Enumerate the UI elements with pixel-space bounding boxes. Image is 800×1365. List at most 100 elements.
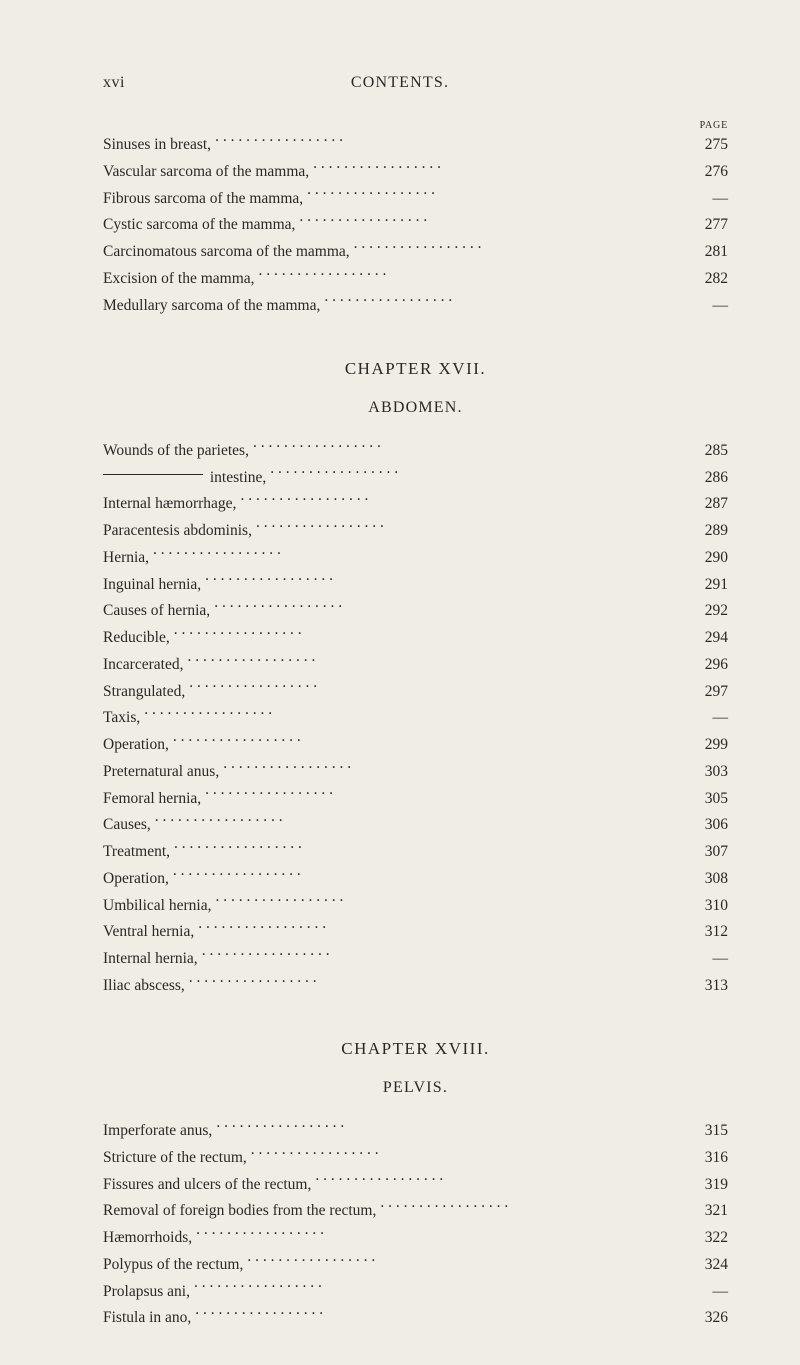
toc-page-number: — (692, 1280, 728, 1303)
toc-label: Operation, (103, 867, 169, 890)
toc-label: Causes of hernia, (103, 599, 210, 622)
toc-leader-dots (214, 600, 688, 616)
toc-row: Inguinal hernia, 291 (103, 573, 728, 596)
toc-label-text: intestine, (206, 469, 266, 486)
toc-page-number: 277 (692, 213, 728, 236)
toc-label: Incarcerated, (103, 653, 183, 676)
toc-leader-dots (354, 241, 688, 257)
toc-leader-dots (247, 1253, 688, 1269)
toc-page-number: 286 (692, 466, 728, 489)
toc-section-b: Wounds of the parietes, 285 intestine, 286… (103, 439, 728, 997)
toc-section-a: Sinuses in breast, 275 Vascular sarcoma of… (103, 133, 728, 317)
toc-leader-dots (380, 1200, 688, 1216)
toc-leader-dots (187, 653, 688, 669)
toc-label: Internal hernia, (103, 947, 198, 970)
toc-page-number: — (692, 294, 728, 317)
toc-leader-dots (189, 680, 688, 696)
toc-row: Stricture of the rectum,316 (103, 1146, 728, 1169)
toc-page-number: 326 (692, 1306, 728, 1329)
toc-leader-dots (240, 493, 688, 509)
toc-label: Vascular sarcoma of the mamma, (103, 160, 309, 183)
toc-page-number: 308 (692, 867, 728, 890)
toc-row: Operation,299 (103, 733, 728, 756)
toc-row: Causes,306 (103, 813, 728, 836)
page-column-label: PAGE (103, 120, 728, 131)
toc-page-number: 281 (692, 240, 728, 263)
toc-label: Paracentesis abdominis, (103, 519, 252, 542)
toc-label: Wounds of the parietes, (103, 439, 249, 462)
toc-row: Sinuses in breast, 275 (103, 133, 728, 156)
toc-row: Iliac abscess,313 (103, 974, 728, 997)
toc-page-number: 297 (692, 680, 728, 703)
header-title: CONTENTS. (351, 74, 449, 92)
toc-row: Reducible,294 (103, 626, 728, 649)
toc-label: Fissures and ulcers of the rectum, (103, 1173, 311, 1196)
toc-page-number: 306 (692, 813, 728, 836)
toc-page-number: — (692, 187, 728, 210)
toc-leader-dots (307, 187, 688, 203)
toc-row: Cystic sarcoma of the mamma, 277 (103, 213, 728, 236)
toc-page-number: 319 (692, 1173, 728, 1196)
toc-leader-dots (251, 1146, 688, 1162)
toc-page-number: 287 (692, 492, 728, 515)
chapter-heading-17: CHAPTER XVII. (103, 359, 728, 379)
toc-page-number: 285 (692, 439, 728, 462)
toc-leader-dots (315, 1173, 688, 1189)
toc-leader-dots (155, 814, 688, 830)
toc-label: Iliac abscess, (103, 974, 185, 997)
toc-leader-dots (153, 546, 688, 562)
toc-page-number: — (692, 706, 728, 729)
toc-row: Internal hernia, — (103, 947, 728, 970)
toc-label: Treatment, (103, 840, 170, 863)
toc-leader-dots (189, 974, 688, 990)
toc-leader-dots (195, 1307, 688, 1323)
toc-row: intestine, 286 (103, 466, 728, 489)
leader-rule (103, 474, 203, 475)
toc-label: Polypus of the rectum, (103, 1253, 243, 1276)
toc-label: Taxis, (103, 706, 140, 729)
toc-row: Fibrous sarcoma of the mamma,— (103, 187, 728, 210)
toc-page-number: 291 (692, 573, 728, 596)
toc-page-number: 303 (692, 760, 728, 783)
chapter-subheading-abdomen: ABDOMEN. (103, 399, 728, 417)
toc-page-number: — (692, 947, 728, 970)
toc-label: Femoral hernia, (103, 787, 201, 810)
toc-leader-dots (299, 214, 688, 230)
toc-leader-dots (196, 1227, 688, 1243)
toc-page-number: 312 (692, 920, 728, 943)
toc-row: Ventral hernia,312 (103, 920, 728, 943)
toc-row: Excision of the mamma,282 (103, 267, 728, 290)
toc-label: Excision of the mamma, (103, 267, 255, 290)
page-roman-numeral: xvi (103, 74, 125, 92)
toc-row: Taxis, — (103, 706, 728, 729)
toc-label: Umbilical hernia, (103, 894, 211, 917)
toc-row: Femoral hernia,305 (103, 787, 728, 810)
toc-label: Medullary sarcoma of the mamma, (103, 294, 320, 317)
toc-row: Carcinomatous sarcoma of the mamma,281 (103, 240, 728, 263)
toc-leader-dots (259, 267, 688, 283)
toc-leader-dots (223, 760, 688, 776)
toc-label: Hæmorrhoids, (103, 1226, 192, 1249)
toc-row: Internal hæmorrhage, 287 (103, 492, 728, 515)
toc-label: Cystic sarcoma of the mamma, (103, 213, 295, 236)
toc-row: Incarcerated,296 (103, 653, 728, 676)
toc-leader-dots (215, 134, 688, 150)
toc-row: Hernia,290 (103, 546, 728, 569)
toc-label: Strangulated, (103, 680, 185, 703)
toc-label: Sinuses in breast, (103, 133, 211, 156)
toc-page-number: 307 (692, 840, 728, 863)
toc-leader-dots (256, 520, 688, 536)
toc-leader-dots (205, 787, 688, 803)
toc-label: Inguinal hernia, (103, 573, 201, 596)
toc-leader-dots (194, 1280, 688, 1296)
toc-label: Reducible, (103, 626, 170, 649)
toc-page-number: 275 (692, 133, 728, 156)
toc-page-number: 321 (692, 1199, 728, 1222)
toc-label: Internal hæmorrhage, (103, 492, 236, 515)
toc-leader-dots (313, 160, 688, 176)
toc-label: Fistula in ano, (103, 1306, 191, 1329)
toc-label: Imperforate anus, (103, 1119, 212, 1142)
toc-leader-dots (270, 466, 688, 482)
toc-leader-dots (324, 294, 688, 310)
toc-row: Vascular sarcoma of the mamma,276 (103, 160, 728, 183)
